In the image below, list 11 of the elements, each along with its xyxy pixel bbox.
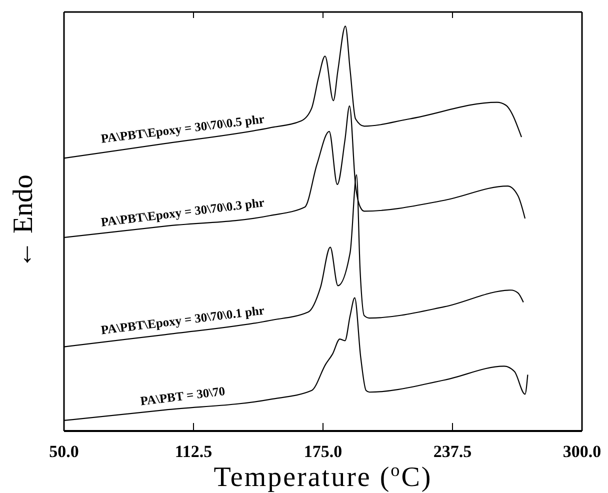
- x-axis-title: Temperature ($^{o}$C): [214, 460, 432, 493]
- x-tick-label: 300.0: [562, 442, 602, 462]
- x-tick-label: 112.5: [174, 442, 212, 462]
- x-tick-label: 50.0: [49, 442, 79, 462]
- text: PA\PBT\Epoxy = 30\70\0.1 phr: [100, 303, 266, 338]
- x-tick-label: 175.0: [304, 442, 342, 462]
- text: PA\PBT\Epoxy = 30\70\0.5 phr: [100, 112, 266, 146]
- x-tick-label: 237.5: [433, 442, 472, 462]
- text: PA\PBT = 30\70: [140, 384, 226, 408]
- text: PA\PBT\Epoxy = 30\70\0.3 phr: [100, 195, 266, 230]
- y-axis-title: ← Endo: [8, 174, 39, 269]
